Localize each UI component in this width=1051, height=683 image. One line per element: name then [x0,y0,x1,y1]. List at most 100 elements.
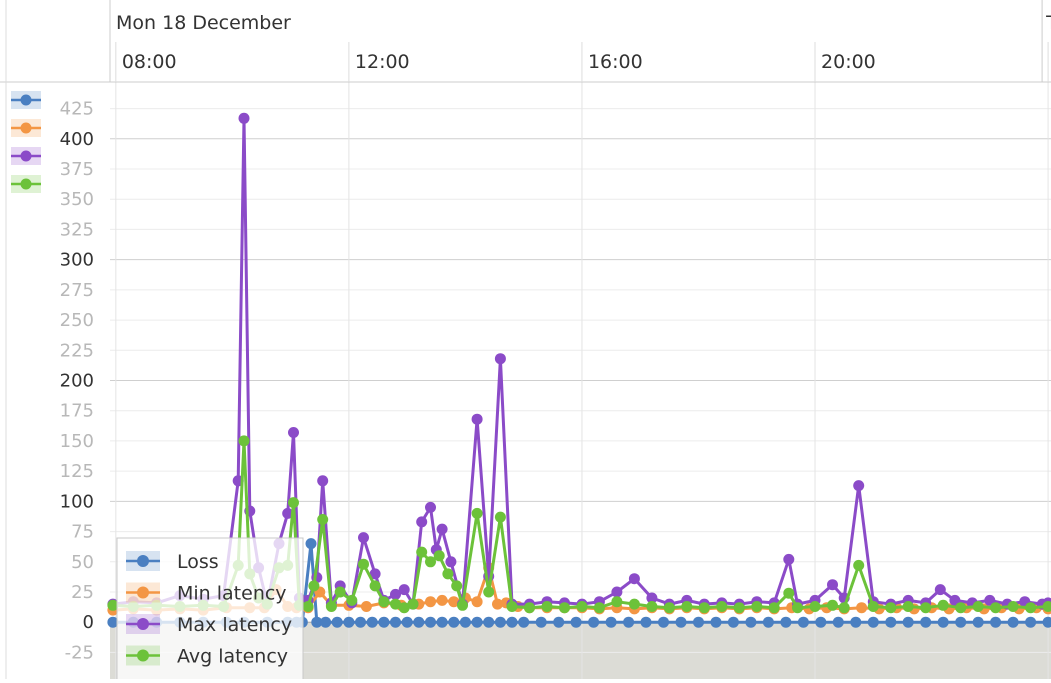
y-tick-label: 125 [60,461,94,482]
data-point [433,550,445,562]
data-point [311,616,323,628]
data-point [628,598,640,610]
legend-marker [137,555,149,567]
y-tick-label: 225 [60,340,94,361]
data-point [867,616,879,628]
data-point [535,616,547,628]
data-point [494,353,506,365]
time-tick-label: 08:00 [122,51,177,73]
data-point [853,480,865,492]
data-point [838,602,850,614]
data-point [331,616,343,628]
data-point [471,507,483,519]
data-point [768,602,780,614]
data-point [1025,616,1037,628]
legend-item[interactable]: Max latency [126,614,292,636]
data-point [646,601,658,612]
data-point [288,427,299,438]
data-point [710,616,722,628]
data-point [445,556,457,568]
legend[interactable]: Loss Min latency Max latency Avg latency [116,537,304,681]
legend-item[interactable]: Min latency [126,582,287,605]
data-point [541,601,553,612]
y-tick-label: -25 [65,642,94,663]
data-point [390,598,401,610]
data-point [780,616,792,628]
data-point [623,616,635,628]
time-tick-label: 16:00 [588,51,643,73]
legend-item[interactable]: Loss [126,551,219,573]
data-point [442,568,454,580]
data-point [885,602,897,614]
data-point [471,596,483,608]
data-point [471,616,483,628]
data-point [885,616,897,628]
data-point [681,601,693,612]
legend-label: Avg latency [177,646,288,668]
data-point [745,616,757,628]
data-point [425,596,436,608]
data-point [334,586,346,598]
data-point [369,568,381,580]
data-point [398,602,410,614]
data-point [934,584,946,596]
data-point [1007,601,1019,612]
data-point [366,616,378,628]
data-point [425,616,436,628]
data-point [317,514,329,525]
y-tick-label: 375 [60,159,94,180]
legend-item[interactable]: Avg latency [126,645,288,668]
y-tick-label: 200 [60,371,94,392]
legend-marker [137,649,149,662]
data-point [492,598,503,610]
data-point [902,601,914,612]
data-point [990,616,1002,628]
data-point [448,596,460,608]
data-point [937,599,949,611]
series-loss [107,538,1051,628]
data-point [436,523,448,535]
data-point [675,616,687,628]
data-point [506,616,518,628]
data-point [809,601,821,612]
data-point [1042,601,1051,612]
data-point [360,601,372,612]
legend-label: Min latency [177,583,287,605]
data-point [343,616,355,628]
data-point [920,616,932,628]
data-point [827,599,838,611]
y-tick-label: 150 [60,431,94,452]
y-tick-label: 50 [71,552,94,573]
data-point [308,580,320,592]
legend-marker [137,586,149,599]
legend-label: Loss [177,551,219,573]
data-point [398,584,410,596]
data-point [955,602,967,614]
y-tick-label: 350 [60,189,94,210]
data-point [358,532,369,544]
data-point [413,616,425,628]
y-axis: 4254003753503253002752502252001751501251… [60,99,94,664]
data-point [972,616,984,628]
data-point [325,601,337,612]
data-point [646,592,658,604]
data-point [640,616,652,628]
y-tick-label: 25 [71,582,94,603]
data-point [628,573,640,585]
data-point [797,616,809,628]
data-point [716,601,728,612]
data-point [401,616,413,628]
data-point [369,580,381,592]
data-point [390,616,401,628]
data-point [751,601,763,612]
data-point [955,616,967,628]
data-point [282,507,294,519]
data-point [436,594,448,606]
data-point [990,602,1002,614]
time-tick-label: 12:00 [355,51,410,73]
data-point [733,602,745,614]
data-point [853,559,865,571]
next-date-label: T [1045,12,1051,34]
